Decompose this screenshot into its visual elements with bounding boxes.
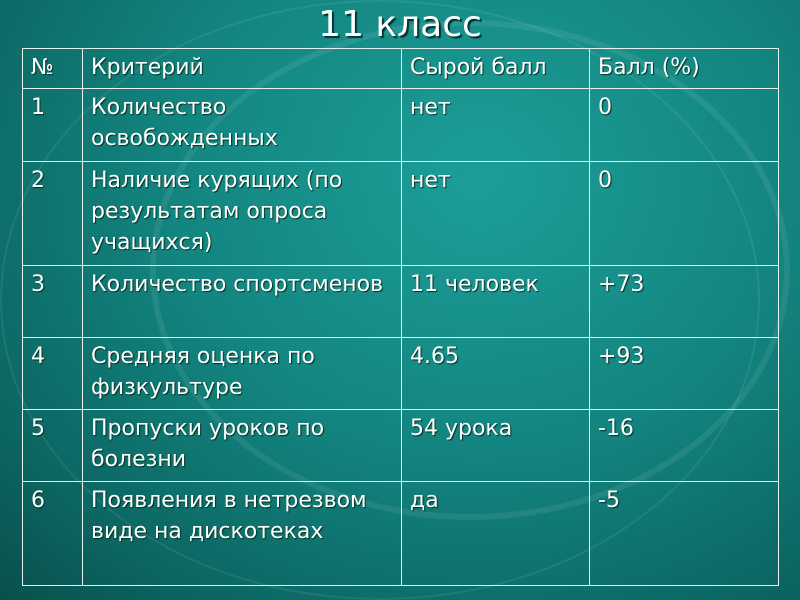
cell-score: -16 xyxy=(589,409,779,482)
cell-num: 3 xyxy=(22,265,83,338)
cell-num: 6 xyxy=(22,481,83,586)
header-score: Балл (%) xyxy=(589,48,779,89)
table-row: 4 Средняя оценка по физкультуре 4.65 +93 xyxy=(22,337,779,410)
cell-raw: нет xyxy=(401,161,590,266)
table-row: 5 Пропуски уроков по болезни 54 урока -16 xyxy=(22,409,779,482)
cell-score: +93 xyxy=(589,337,779,410)
cell-num: 2 xyxy=(22,161,83,266)
cell-num: 4 xyxy=(22,337,83,410)
cell-score: +73 xyxy=(589,265,779,338)
table-row: 6 Появления в нетрезвом виде на дискотека… xyxy=(22,481,779,586)
cell-raw: 11 человек xyxy=(401,265,590,338)
cell-criterion: Пропуски уроков по болезни xyxy=(82,409,402,482)
criteria-table: № Критерий Сырой балл Балл (%) 1 Количест… xyxy=(22,48,779,586)
header-num: № xyxy=(22,48,83,89)
cell-criterion: Количество освобожденных xyxy=(82,88,402,162)
cell-score: -5 xyxy=(589,481,779,586)
table-row: 3 Количество спортсменов 11 человек +73 xyxy=(22,265,779,338)
cell-raw: нет xyxy=(401,88,590,162)
table-row: 1 Количество освобожденных нет 0 xyxy=(22,88,779,162)
cell-raw: 54 урока xyxy=(401,409,590,482)
header-criterion: Критерий xyxy=(82,48,402,89)
cell-raw: 4.65 xyxy=(401,337,590,410)
table-row: 2 Наличие курящих (по результатам опроса … xyxy=(22,161,779,266)
slide-title: 11 класс xyxy=(318,4,482,45)
cell-num: 5 xyxy=(22,409,83,482)
cell-criterion: Появления в нетрезвом виде на дискотеках xyxy=(82,481,402,586)
header-raw: Сырой балл xyxy=(401,48,590,89)
cell-criterion: Наличие курящих (по результатам опроса у… xyxy=(82,161,402,266)
cell-raw: да xyxy=(401,481,590,586)
cell-score: 0 xyxy=(589,161,779,266)
cell-score: 0 xyxy=(589,88,779,162)
cell-criterion: Количество спортсменов xyxy=(82,265,402,338)
cell-criterion: Средняя оценка по физкультуре xyxy=(82,337,402,410)
table-header-row: № Критерий Сырой балл Балл (%) xyxy=(22,48,779,89)
cell-num: 1 xyxy=(22,88,83,162)
